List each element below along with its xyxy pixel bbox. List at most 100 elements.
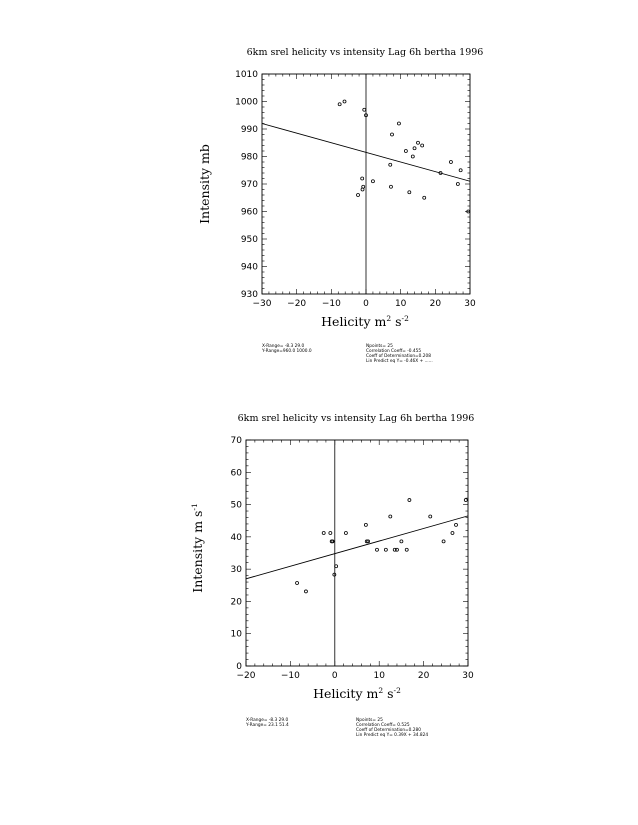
chart-1-fit-line (261, 123, 471, 182)
chart-1-point (364, 113, 368, 118)
chart-1-point (390, 132, 394, 137)
chart-1-ytick-label: 970 (241, 180, 258, 190)
chart-2-point (450, 531, 455, 535)
chart-2-ytick-label: 60 (231, 468, 243, 478)
chart-1-xtick-label: −10 (322, 299, 341, 309)
chart-2-stat-left-1: X-Range= -8.3 29.0 (246, 717, 288, 723)
chart-2-stat-right-1: Npoints= 25 (356, 717, 383, 723)
chart-2-point (399, 539, 404, 544)
chart-2-xtick-label: 20 (418, 671, 430, 681)
chart-2-point (332, 572, 337, 577)
chart-2-point (441, 539, 446, 544)
chart-2-fit-line (245, 515, 469, 580)
chart-1-xlabel: Helicity m2 s-2 (321, 314, 409, 329)
chart-2-point (329, 539, 334, 544)
chart-1-point (389, 184, 393, 189)
chart-2-point (295, 581, 299, 585)
chart-1-ytick-label: 930 (241, 290, 258, 300)
chart-1-xtick-label: 0 (363, 299, 369, 309)
chart-2-point (334, 564, 339, 569)
chart-2-point (375, 547, 379, 552)
chart-1-point (371, 179, 375, 184)
chart-1-point (455, 182, 460, 186)
chart-1-ylabel-text: Intensity mb (197, 144, 212, 224)
chart-1-xtick-label: 10 (395, 299, 407, 309)
chart-2-xlabel-sup2: -2 (394, 686, 402, 695)
chart-1-xtick-label: −20 (287, 299, 306, 309)
chart-1-ytick-label: 950 (241, 235, 258, 245)
chart-2-point (463, 498, 468, 502)
chart-2-points (295, 498, 468, 594)
chart-1-point (458, 168, 463, 173)
chart-1-point (356, 193, 360, 197)
chart-1-point (403, 149, 408, 153)
chart-1-ytick-label: 940 (241, 263, 258, 273)
chart-1-stat-left-1: X-Range= -8.3 29.0 (262, 343, 304, 349)
chart-2-xtick-label: −10 (281, 671, 300, 681)
chart-1-point (361, 184, 366, 189)
chart-1-points (337, 99, 471, 214)
chart-1-xlabel-sup2: -2 (402, 314, 410, 323)
chart-1-point (410, 154, 415, 159)
chart-1-xtick-label: 20 (430, 299, 442, 309)
chart-2-point (392, 547, 397, 552)
chart-1-regression-line (261, 123, 471, 182)
chart-2-point (328, 531, 333, 535)
chart-1-point (397, 121, 401, 126)
chart-1-point (407, 190, 412, 195)
chart-2-ytick-label: 10 (231, 630, 243, 640)
chart-1-stat-right-1: Npoints= 25 (366, 343, 393, 349)
chart-2-point (304, 589, 308, 594)
chart-2-xlabel-unit: s (383, 686, 393, 701)
chart-2-point (407, 498, 412, 502)
chart-2-ytick-label: 30 (231, 565, 243, 575)
chart-2-xtick-label: 30 (462, 671, 474, 681)
chart-1-ytick-label: 980 (241, 153, 258, 163)
chart-2-xlabel: Helicity m2 s-2 (313, 686, 401, 701)
chart-1-stat-right-3: Coeff of Determination=0.208 (366, 353, 431, 359)
chart-1-xlabel-unit: s (391, 314, 401, 329)
chart-2-point (364, 539, 369, 544)
chart-1-stat-left-2: Y-Range=960.0 1000.0 (261, 348, 312, 354)
chart-1-point (449, 160, 453, 164)
chart-2-ylabel: Intensity m s-1 (190, 503, 205, 592)
chart-1-ytick-label: 990 (241, 125, 258, 135)
chart-1-ytick-label: 1010 (235, 70, 258, 80)
chart-1-ylabel: Intensity mb (197, 144, 212, 224)
chart-1-stat-right-2: Correlation Coeff= -0.455 (366, 348, 421, 354)
chart-2-ytick-label: 20 (231, 597, 243, 607)
chart-1-point (438, 171, 443, 175)
chart-1-xlabel-sup1: 2 (386, 314, 391, 323)
chart-1-point (416, 140, 420, 145)
chart-2-xtick-label: 0 (332, 671, 338, 681)
chart-1-title: 6km srel helicity vs intensity Lag 6h be… (247, 47, 484, 58)
chart-2-point (366, 539, 371, 544)
chart-2-point (404, 547, 409, 552)
chart-2-xtick-label: 10 (373, 671, 385, 681)
chart-2-stat-right-3: Coeff of Determination=0.280 (356, 727, 421, 733)
chart-2-ylabel-sup: -1 (190, 503, 199, 510)
chart-2-stat-right-4: Lin Predict eq Y= 0.39X + 34.824 (356, 732, 428, 738)
chart-2-regression-line (245, 515, 469, 580)
chart-1-point (466, 209, 471, 214)
chart-1-xlabel-text: Helicity m (321, 314, 386, 329)
chart-1: 6km srel helicity vs intensity Lag 6h be… (197, 47, 483, 364)
chart-2-stat-left-2: Y-Range= 23.1 51.4 (245, 722, 289, 728)
chart-2-point (343, 531, 348, 535)
chart-2-ylabel-text: Intensity m s (190, 511, 205, 593)
chart-1-xtick-label: −30 (253, 299, 272, 309)
chart-1-xtick-label: 30 (464, 299, 476, 309)
chart-2-point (388, 514, 393, 519)
chart-1-point (388, 162, 393, 167)
chart-2-ytick-label: 70 (231, 436, 243, 446)
chart-2-ytick-label: 40 (231, 533, 243, 543)
chart-2-title: 6km srel helicity vs intensity Lag 6h be… (238, 413, 475, 424)
chart-2-point (428, 514, 433, 519)
chart-2-point (395, 547, 399, 552)
chart-1-point (422, 195, 427, 200)
chart-2-point (454, 523, 458, 527)
chart-1-point (412, 146, 417, 151)
chart-1-ytick-label: 1000 (235, 98, 258, 108)
chart-2-ytick-label: 0 (236, 662, 242, 672)
